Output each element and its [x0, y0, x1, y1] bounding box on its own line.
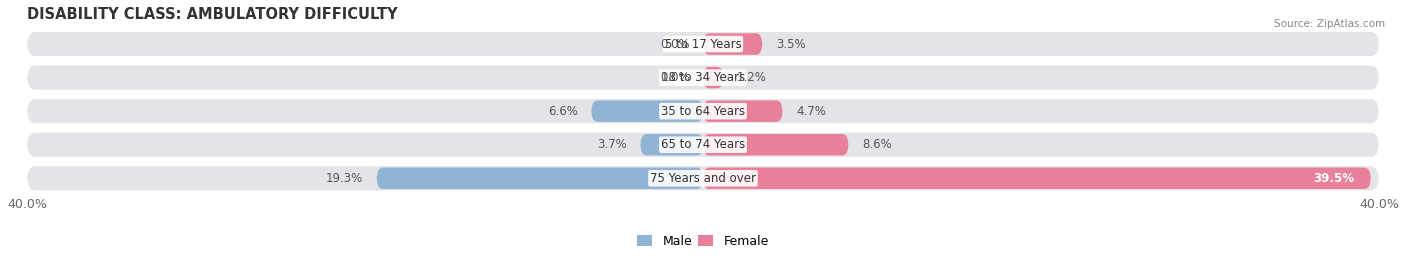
FancyBboxPatch shape — [27, 66, 1379, 90]
Text: 0.0%: 0.0% — [659, 38, 689, 51]
Text: 18 to 34 Years: 18 to 34 Years — [661, 71, 745, 84]
FancyBboxPatch shape — [703, 100, 783, 122]
Text: 3.5%: 3.5% — [776, 38, 806, 51]
FancyBboxPatch shape — [703, 33, 762, 55]
Text: DISABILITY CLASS: AMBULATORY DIFFICULTY: DISABILITY CLASS: AMBULATORY DIFFICULTY — [27, 7, 398, 22]
FancyBboxPatch shape — [377, 168, 703, 189]
Text: 19.3%: 19.3% — [326, 172, 363, 185]
Text: 0.0%: 0.0% — [659, 71, 689, 84]
FancyBboxPatch shape — [641, 134, 703, 155]
FancyBboxPatch shape — [27, 133, 1379, 157]
Text: 75 Years and over: 75 Years and over — [650, 172, 756, 185]
Text: 1.2%: 1.2% — [737, 71, 766, 84]
FancyBboxPatch shape — [27, 32, 1379, 56]
Text: 35 to 64 Years: 35 to 64 Years — [661, 105, 745, 118]
Text: Source: ZipAtlas.com: Source: ZipAtlas.com — [1274, 19, 1385, 29]
FancyBboxPatch shape — [27, 99, 1379, 123]
Text: 6.6%: 6.6% — [548, 105, 578, 118]
Text: 4.7%: 4.7% — [796, 105, 825, 118]
Legend: Male, Female: Male, Female — [637, 234, 769, 248]
Text: 65 to 74 Years: 65 to 74 Years — [661, 138, 745, 151]
FancyBboxPatch shape — [703, 134, 848, 155]
FancyBboxPatch shape — [703, 168, 1371, 189]
Text: 39.5%: 39.5% — [1313, 172, 1354, 185]
FancyBboxPatch shape — [27, 166, 1379, 190]
FancyBboxPatch shape — [703, 67, 723, 88]
Text: 5 to 17 Years: 5 to 17 Years — [665, 38, 741, 51]
Text: 3.7%: 3.7% — [598, 138, 627, 151]
Text: 8.6%: 8.6% — [862, 138, 891, 151]
FancyBboxPatch shape — [592, 100, 703, 122]
